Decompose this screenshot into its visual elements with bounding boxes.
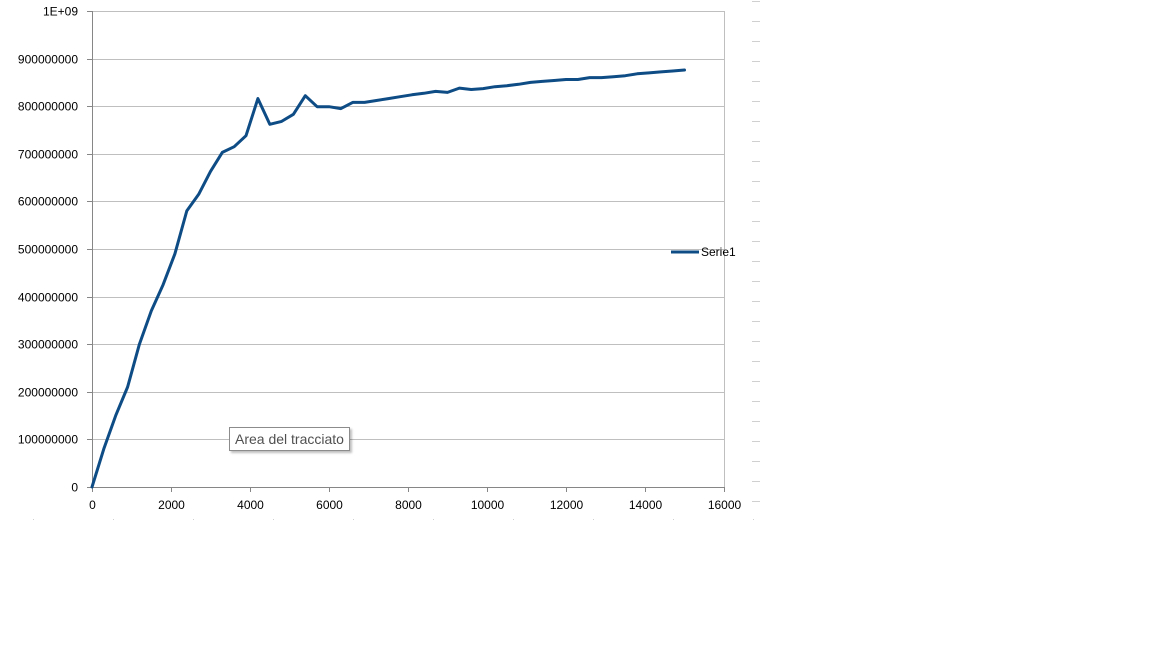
chart-area-right-edge [33, 1, 760, 520]
gridlines [92, 11, 724, 440]
y-tick-label: 200000000 [18, 386, 78, 400]
series-line-serie1[interactable] [90, 68, 686, 489]
tick-labels: 0 100000000 200000000 300000000 400000000 500… [18, 5, 742, 513]
y-tick-label: 100000000 [18, 433, 78, 447]
y-tick-label: 300000000 [18, 338, 78, 352]
x-tick-label: 8000 [395, 498, 422, 512]
x-tick-label: 10000 [471, 498, 505, 512]
x-tick-label: 16000 [708, 498, 742, 512]
y-tick-label: 700000000 [18, 148, 78, 162]
x-tick-label: 0 [89, 498, 96, 512]
legend-label: Serie1 [701, 245, 736, 259]
y-tick-label: 600000000 [18, 195, 78, 209]
x-tick-label: 12000 [550, 498, 584, 512]
x-tick-label: 4000 [237, 498, 264, 512]
legend[interactable]: Serie1 [671, 245, 736, 259]
tooltip-plot-area: Area del tracciato [229, 427, 350, 451]
y-tick-label: 1E+09 [43, 5, 78, 19]
y-tick-label: 800000000 [18, 100, 78, 114]
y-tick-label: 400000000 [18, 291, 78, 305]
x-tick-label: 2000 [158, 498, 185, 512]
y-tick-label: 500000000 [18, 243, 78, 257]
series-layer [90, 68, 686, 489]
x-tick-label: 6000 [316, 498, 343, 512]
y-tick-label: 900000000 [18, 53, 78, 67]
y-tick-label: 0 [71, 481, 78, 495]
x-tick-label: 14000 [629, 498, 663, 512]
